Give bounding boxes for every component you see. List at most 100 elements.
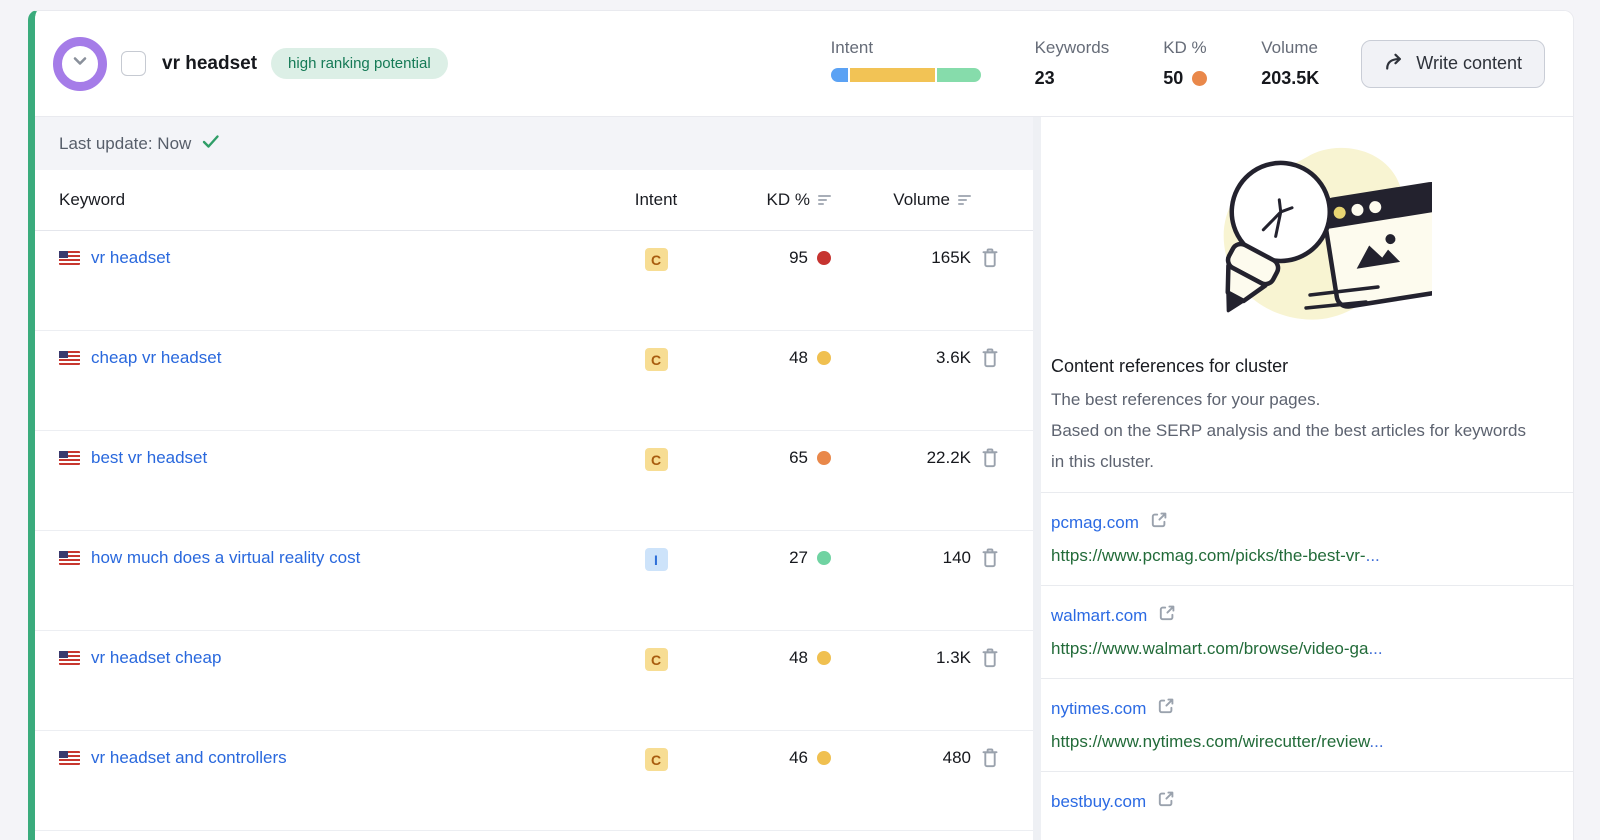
redo-arrow-icon (1384, 52, 1405, 76)
us-flag-icon (59, 651, 80, 665)
reference-domain-link[interactable]: walmart.com (1051, 605, 1148, 625)
reference-item: walmart.com https://www.walmart.com/brow… (1041, 585, 1573, 678)
trash-icon (982, 348, 998, 368)
keyword-link[interactable]: vr headset cheap (91, 648, 222, 667)
column-header-keyword[interactable]: Keyword (59, 190, 126, 209)
table-rows: vr headset C 95 165K cheap vr headse (35, 231, 1033, 831)
kd-difficulty-dot (817, 451, 831, 465)
lightbulb-pencil-illustration (1182, 139, 1458, 334)
table-row: cheap vr headset C 48 3.6K (35, 331, 1033, 431)
volume-value: 22.2K (926, 448, 971, 467)
kd-difficulty-dot (817, 751, 831, 765)
volume-value: 165K (931, 248, 971, 267)
kd-difficulty-dot (1192, 71, 1208, 86)
intent-badge: C (644, 448, 668, 471)
external-link-icon[interactable] (1156, 789, 1176, 814)
volume-value: 203.5K (1261, 68, 1320, 88)
intent-badge: C (644, 248, 668, 271)
table-row: vr headset and controllers C 46 480 (35, 731, 1033, 831)
kd-difficulty-dot (817, 651, 831, 665)
kd-value: 48 (789, 648, 808, 667)
sidebar-heading: Content references for cluster (1051, 356, 1289, 376)
ranking-potential-badge: high ranking potential (271, 48, 448, 79)
trash-icon (982, 548, 998, 568)
intent-segment-transactional (936, 68, 981, 82)
us-flag-icon (59, 251, 80, 265)
reference-list: pcmag.com https://www.pcmag.com/picks/th… (1041, 477, 1573, 840)
keyword-link[interactable]: cheap vr headset (91, 348, 222, 367)
reference-url[interactable]: https://www.pcmag.com/picks/the-best-vr-… (1051, 546, 1380, 565)
table-header-row: Keyword Intent KD % Volume (35, 170, 1033, 231)
keyword-link[interactable]: vr headset and controllers (91, 748, 287, 767)
cluster-checkbox[interactable] (121, 51, 146, 76)
delete-keyword-button[interactable] (971, 246, 1009, 269)
kd-value: 50 (1163, 68, 1184, 88)
table-row: vr headset C 95 165K (35, 231, 1033, 331)
delete-keyword-button[interactable] (971, 446, 1009, 469)
metric-keywords: Keywords 23 (1035, 38, 1110, 89)
keyword-cluster-panel: vr headset high ranking potential Intent… (28, 10, 1574, 840)
delete-keyword-button[interactable] (971, 546, 1009, 569)
kd-value: 48 (789, 348, 808, 367)
trash-icon (982, 648, 998, 668)
metric-volume: Volume 203.5K (1261, 38, 1319, 89)
intent-distribution-bar (830, 68, 981, 82)
us-flag-icon (59, 451, 80, 465)
column-header-volume[interactable]: Volume (831, 190, 971, 210)
reference-item: pcmag.com https://www.pcmag.com/picks/th… (1041, 492, 1573, 585)
write-content-label: Write content (1416, 53, 1522, 73)
external-link-icon[interactable] (1149, 510, 1169, 535)
kd-difficulty-dot (817, 351, 831, 365)
metric-intent: Intent (830, 38, 981, 82)
us-flag-icon (59, 551, 80, 565)
chevron-down-icon (67, 48, 93, 79)
table-row: how much does a virtual reality cost I 2… (35, 531, 1033, 631)
last-update-text: Last update: Now (59, 133, 192, 153)
reference-url[interactable]: https://www.nytimes.com/wirecutter/revie… (1051, 732, 1384, 751)
content-references-sidebar: Content references for cluster The best … (1033, 117, 1573, 840)
check-icon (202, 134, 220, 154)
table-row: best vr headset C 65 22.2K (35, 431, 1033, 531)
intent-badge: C (644, 348, 668, 371)
delete-keyword-button[interactable] (971, 346, 1009, 369)
kd-value: 46 (789, 748, 808, 767)
column-header-kd[interactable]: KD % (701, 190, 831, 210)
trash-icon (982, 748, 998, 768)
reference-item: nytimes.com https://www.nytimes.com/wire… (1041, 678, 1573, 771)
keywords-table: Last update: Now Keyword Intent KD % Vol… (35, 117, 1033, 840)
reference-domain-link[interactable]: bestbuy.com (1051, 791, 1147, 811)
sort-icon[interactable] (818, 195, 831, 205)
intent-badge: C (644, 748, 668, 771)
volume-value: 1.3K (936, 648, 971, 667)
trash-icon (982, 448, 998, 468)
us-flag-icon (59, 751, 80, 765)
reference-domain-link[interactable]: pcmag.com (1051, 512, 1139, 532)
keywords-label: Keywords (1034, 38, 1110, 57)
trash-icon (982, 248, 998, 268)
reference-domain-link[interactable]: nytimes.com (1051, 698, 1147, 718)
write-content-button[interactable]: Write content (1361, 39, 1545, 88)
kd-value: 65 (789, 448, 808, 467)
keyword-link[interactable]: vr headset (91, 248, 171, 267)
keywords-value: 23 (1034, 68, 1055, 88)
keyword-link[interactable]: best vr headset (91, 448, 208, 467)
metric-kd: KD % 50 (1163, 38, 1208, 89)
kd-difficulty-dot (817, 251, 831, 265)
external-link-icon[interactable] (1157, 603, 1177, 628)
volume-value: 3.6K (936, 348, 971, 367)
volume-label: Volume (1261, 38, 1318, 57)
sort-icon[interactable] (958, 195, 971, 205)
reference-item: bestbuy.com (1041, 771, 1573, 840)
reference-url[interactable]: https://www.walmart.com/browse/video-ga.… (1051, 639, 1383, 658)
column-header-intent[interactable]: Intent (634, 190, 678, 209)
sidebar-description: The best references for your pages. Base… (1051, 390, 1526, 471)
collapse-cluster-button[interactable] (53, 36, 107, 91)
keyword-link[interactable]: how much does a virtual reality cost (91, 548, 361, 567)
delete-keyword-button[interactable] (971, 746, 1009, 769)
delete-keyword-button[interactable] (971, 646, 1009, 669)
external-link-icon[interactable] (1156, 696, 1176, 721)
cluster-metrics: Intent Keywords 23 KD % 50 Volume 203.5K (830, 38, 1319, 89)
volume-value: 140 (942, 548, 971, 567)
intent-badge: I (644, 548, 668, 571)
cluster-title: vr headset (162, 52, 258, 74)
